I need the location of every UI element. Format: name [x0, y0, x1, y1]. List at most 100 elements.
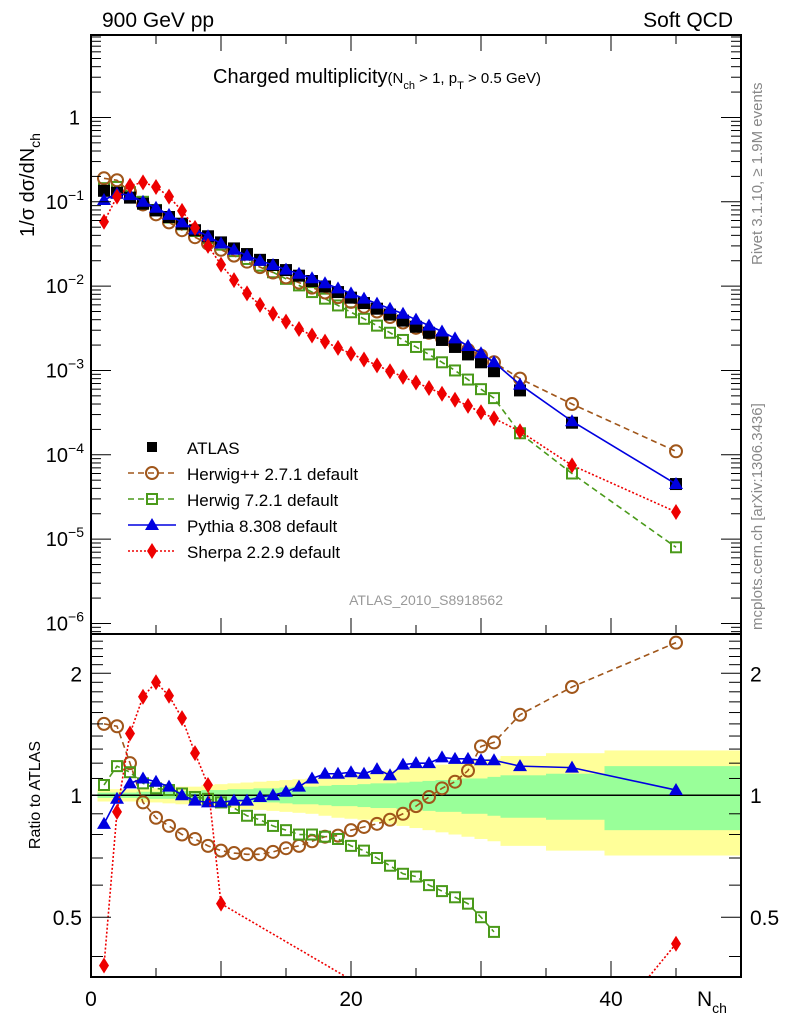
data-point: [281, 313, 291, 330]
data-point: [436, 356, 448, 369]
data-point: [112, 803, 122, 820]
data-point: [214, 843, 228, 858]
data-point: [123, 776, 137, 789]
chart-title-sub-ch: ch: [403, 80, 415, 92]
analysis-label: ATLAS_2010_S8918562: [349, 592, 503, 608]
data-point: [175, 827, 189, 842]
series-ratio-herwig-2-7-1-default: [97, 635, 683, 862]
data-point: [358, 844, 370, 857]
data-point: [268, 305, 278, 322]
data-point: [188, 793, 202, 806]
series-ratio-pythia-8-308-default: [97, 750, 683, 829]
chart-title-suffix-a: (N: [388, 70, 404, 87]
data-point: [410, 870, 422, 883]
data-point: [162, 779, 176, 792]
data-point: [331, 766, 345, 779]
data-point: [151, 674, 161, 691]
data-point: [229, 272, 239, 289]
data-point: [111, 760, 123, 773]
data-point: [214, 236, 228, 249]
data-point: [487, 753, 501, 766]
x-tick-label: 20: [339, 988, 362, 1011]
data-point: [396, 757, 410, 770]
legend-marker: [146, 493, 158, 505]
data-point: [671, 935, 681, 952]
data-point: [424, 379, 434, 396]
data-point: [318, 766, 332, 779]
ratio-y-axis-label: Ratio to ATLAS: [27, 741, 44, 849]
chart-title-sub-t: T: [457, 80, 464, 92]
y-tick-label-base: 10: [46, 445, 68, 467]
data-point: [461, 751, 475, 764]
data-point: [292, 266, 306, 279]
data-point: [254, 813, 266, 826]
y-axis-label-main: 1/σ dσ/dN: [17, 148, 39, 237]
data-point: [279, 784, 293, 797]
data-point: [201, 795, 215, 808]
mcplots-source-label: mcplots.cern.ch [arXiv:1306.3436]: [749, 403, 766, 630]
chart-title-suffix-c: > 0.5 GeV): [464, 70, 541, 87]
data-point: [370, 762, 384, 775]
data-point: [423, 348, 435, 361]
data-point: [112, 188, 122, 205]
y-tick-label: 10−6: [46, 608, 84, 635]
data-point: [487, 355, 501, 368]
data-point: [370, 816, 384, 831]
y-tick-label-base: 10: [46, 613, 68, 635]
data-point: [332, 299, 344, 312]
data-point: [475, 356, 487, 369]
data-point: [99, 957, 109, 974]
data-point: [188, 831, 202, 846]
data-point: [669, 444, 683, 459]
data-point: [669, 477, 683, 490]
axis-ticks: [90, 35, 742, 977]
data-point: [162, 207, 176, 220]
data-point: [398, 368, 408, 385]
legend-item: Sherpa 2.2.9 default: [128, 543, 340, 562]
data-point: [203, 776, 213, 793]
data-point: [227, 242, 241, 255]
data-point: [307, 327, 317, 344]
data-point: [292, 779, 306, 792]
legend-item: Pythia 8.308 default: [128, 517, 338, 536]
data-point: [344, 823, 358, 838]
series-line: [103, 192, 677, 485]
data-point: [383, 812, 397, 827]
data-point: [487, 735, 501, 750]
data-point: [162, 818, 176, 833]
data-point: [216, 256, 226, 273]
chart-title-main: Charged multiplicity: [213, 66, 388, 88]
x-tick-label: 0: [85, 988, 97, 1011]
band-inner-bin: [500, 775, 546, 818]
legend-marker: [147, 543, 157, 559]
data-point: [450, 391, 460, 408]
data-point: [97, 816, 111, 829]
data-point: [372, 357, 382, 374]
data-point: [125, 177, 135, 194]
data-point: [357, 766, 371, 779]
y-tick-label-base: 10: [46, 276, 68, 298]
data-point: [448, 751, 462, 764]
data-point: [461, 763, 475, 778]
data-point: [319, 830, 331, 843]
ratio-y-tick-label-left: 1: [70, 785, 82, 808]
data-point: [384, 859, 396, 872]
x-axis-label-main: N: [697, 988, 712, 1011]
data-point: [476, 404, 486, 421]
data-point: [266, 844, 280, 859]
ratio-series: [97, 635, 683, 977]
data-point: [175, 788, 189, 801]
data-point: [98, 778, 110, 791]
data-point: [99, 213, 109, 230]
data-point: [318, 276, 332, 289]
legend: ATLAS Herwig++ 2.7.1 default Herwig 7.2.1 …: [128, 439, 358, 562]
header-left: 900 GeV pp: [102, 9, 214, 32]
data-point: [463, 397, 473, 414]
data-point: [462, 373, 474, 386]
band-inner-bin: [474, 778, 488, 814]
data-point: [359, 351, 369, 368]
data-point: [422, 318, 436, 331]
y-tick-label-exp: −4: [68, 440, 84, 456]
legend-marker: [145, 518, 159, 530]
data-point: [489, 410, 499, 427]
